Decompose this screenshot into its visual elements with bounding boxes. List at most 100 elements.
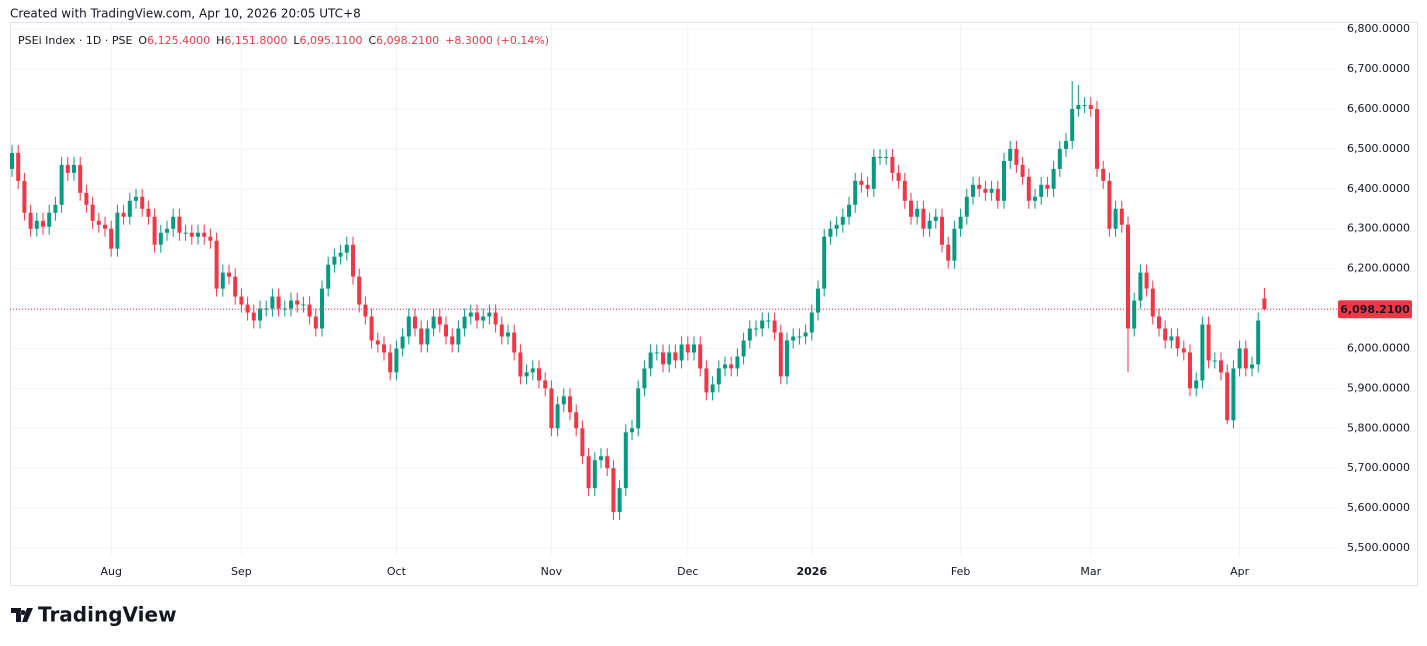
candle-body: [1132, 300, 1137, 329]
candle-body: [754, 328, 758, 330]
candle-body: [518, 352, 523, 377]
candle-body: [487, 312, 492, 317]
candle-body: [878, 156, 882, 158]
candle-body: [977, 184, 982, 189]
candle-body: [543, 380, 548, 389]
candle-body: [462, 316, 467, 329]
candle-body: [1250, 364, 1254, 369]
candle-body: [983, 188, 988, 193]
candle-body: [109, 228, 114, 249]
candle-body: [34, 220, 39, 229]
low-label: L: [293, 34, 300, 47]
candle-body: [921, 208, 926, 229]
candle-body: [499, 324, 504, 337]
candle-body: [326, 264, 331, 289]
high-value: 6,151.8000: [224, 34, 287, 47]
symbol: PSEi Index · 1D · PSE: [18, 34, 132, 47]
candle-body: [1082, 105, 1087, 107]
candle-body: [16, 152, 21, 181]
close-label: C: [368, 34, 376, 47]
y-tick-label: 6,000.0000: [1347, 341, 1410, 354]
candle-body: [1107, 180, 1112, 229]
candle-body: [1088, 105, 1093, 110]
last-price-label: 6,098.2100: [1340, 303, 1410, 316]
candle-body: [189, 232, 194, 237]
candle-body: [1225, 372, 1230, 421]
candle-body: [1008, 148, 1013, 161]
candle-body: [902, 180, 907, 201]
candle-body: [623, 432, 628, 489]
candle-body: [1064, 140, 1068, 149]
candle-body: [59, 164, 64, 205]
candle-body: [90, 204, 95, 221]
candle-body: [431, 316, 436, 329]
candle-body: [1175, 336, 1180, 349]
candle-body: [1033, 196, 1037, 201]
candle-body: [245, 304, 250, 313]
x-tick-label: 2026: [796, 565, 827, 578]
candle-body: [493, 312, 498, 325]
candle-body: [177, 216, 182, 233]
candle-body: [413, 316, 417, 329]
candle-body: [605, 456, 610, 469]
candle-body: [1237, 348, 1242, 369]
candle-body: [1045, 184, 1050, 189]
candle-body: [202, 232, 207, 237]
candle-body: [1119, 208, 1124, 225]
candle-body: [971, 184, 975, 197]
chart-frame: [10, 22, 1418, 586]
candle-body: [704, 368, 709, 393]
open-value: 6,125.4000: [147, 34, 210, 47]
candle-body: [394, 348, 399, 373]
candle-body: [301, 304, 306, 306]
candle-body: [115, 212, 120, 249]
x-tick-label: Aug: [100, 565, 121, 578]
candle-body: [853, 180, 858, 205]
candle-body: [239, 296, 244, 305]
candle-body: [1188, 352, 1192, 389]
candle-body: [1051, 168, 1056, 189]
candle-body: [524, 372, 529, 377]
candle-body: [847, 204, 851, 217]
candle-body: [406, 316, 411, 337]
candle-body: [772, 320, 777, 333]
candle-body: [146, 208, 151, 217]
y-tick-label: 5,600.0000: [1347, 501, 1410, 514]
candle-body: [1076, 105, 1081, 110]
x-tick-label: Feb: [951, 565, 970, 578]
candle-body: [927, 220, 932, 229]
candle-body: [481, 316, 486, 321]
candle-body: [989, 188, 994, 193]
y-tick-label: 5,500.0000: [1347, 541, 1410, 554]
candle-body: [289, 300, 293, 309]
x-tick-label: Oct: [387, 565, 407, 578]
candle-body: [140, 196, 145, 209]
candle-body: [444, 324, 448, 337]
candle-body: [865, 184, 870, 189]
candle-body: [834, 224, 839, 229]
candle-body: [103, 224, 107, 229]
candle-body: [1126, 224, 1130, 329]
candle-body: [450, 336, 455, 345]
candle-body: [667, 352, 672, 365]
candle-body: [121, 212, 126, 217]
candle-body: [685, 344, 690, 353]
y-tick-label: 5,900.0000: [1347, 381, 1410, 394]
candle-body: [611, 468, 616, 513]
candle-body: [78, 164, 83, 193]
candle-body: [127, 200, 132, 217]
candle-body: [698, 344, 703, 369]
candle-body: [630, 428, 634, 433]
candle-body: [276, 296, 281, 309]
candle-body: [270, 296, 275, 309]
candle-body: [884, 156, 889, 158]
candle-body: [692, 344, 696, 353]
candle-body: [165, 228, 169, 233]
candle-body: [549, 388, 554, 429]
candle-body: [320, 288, 324, 329]
y-tick-label: 5,800.0000: [1347, 421, 1410, 434]
candle-body: [673, 352, 678, 361]
candle-body: [41, 220, 45, 227]
candle-body: [964, 196, 969, 217]
